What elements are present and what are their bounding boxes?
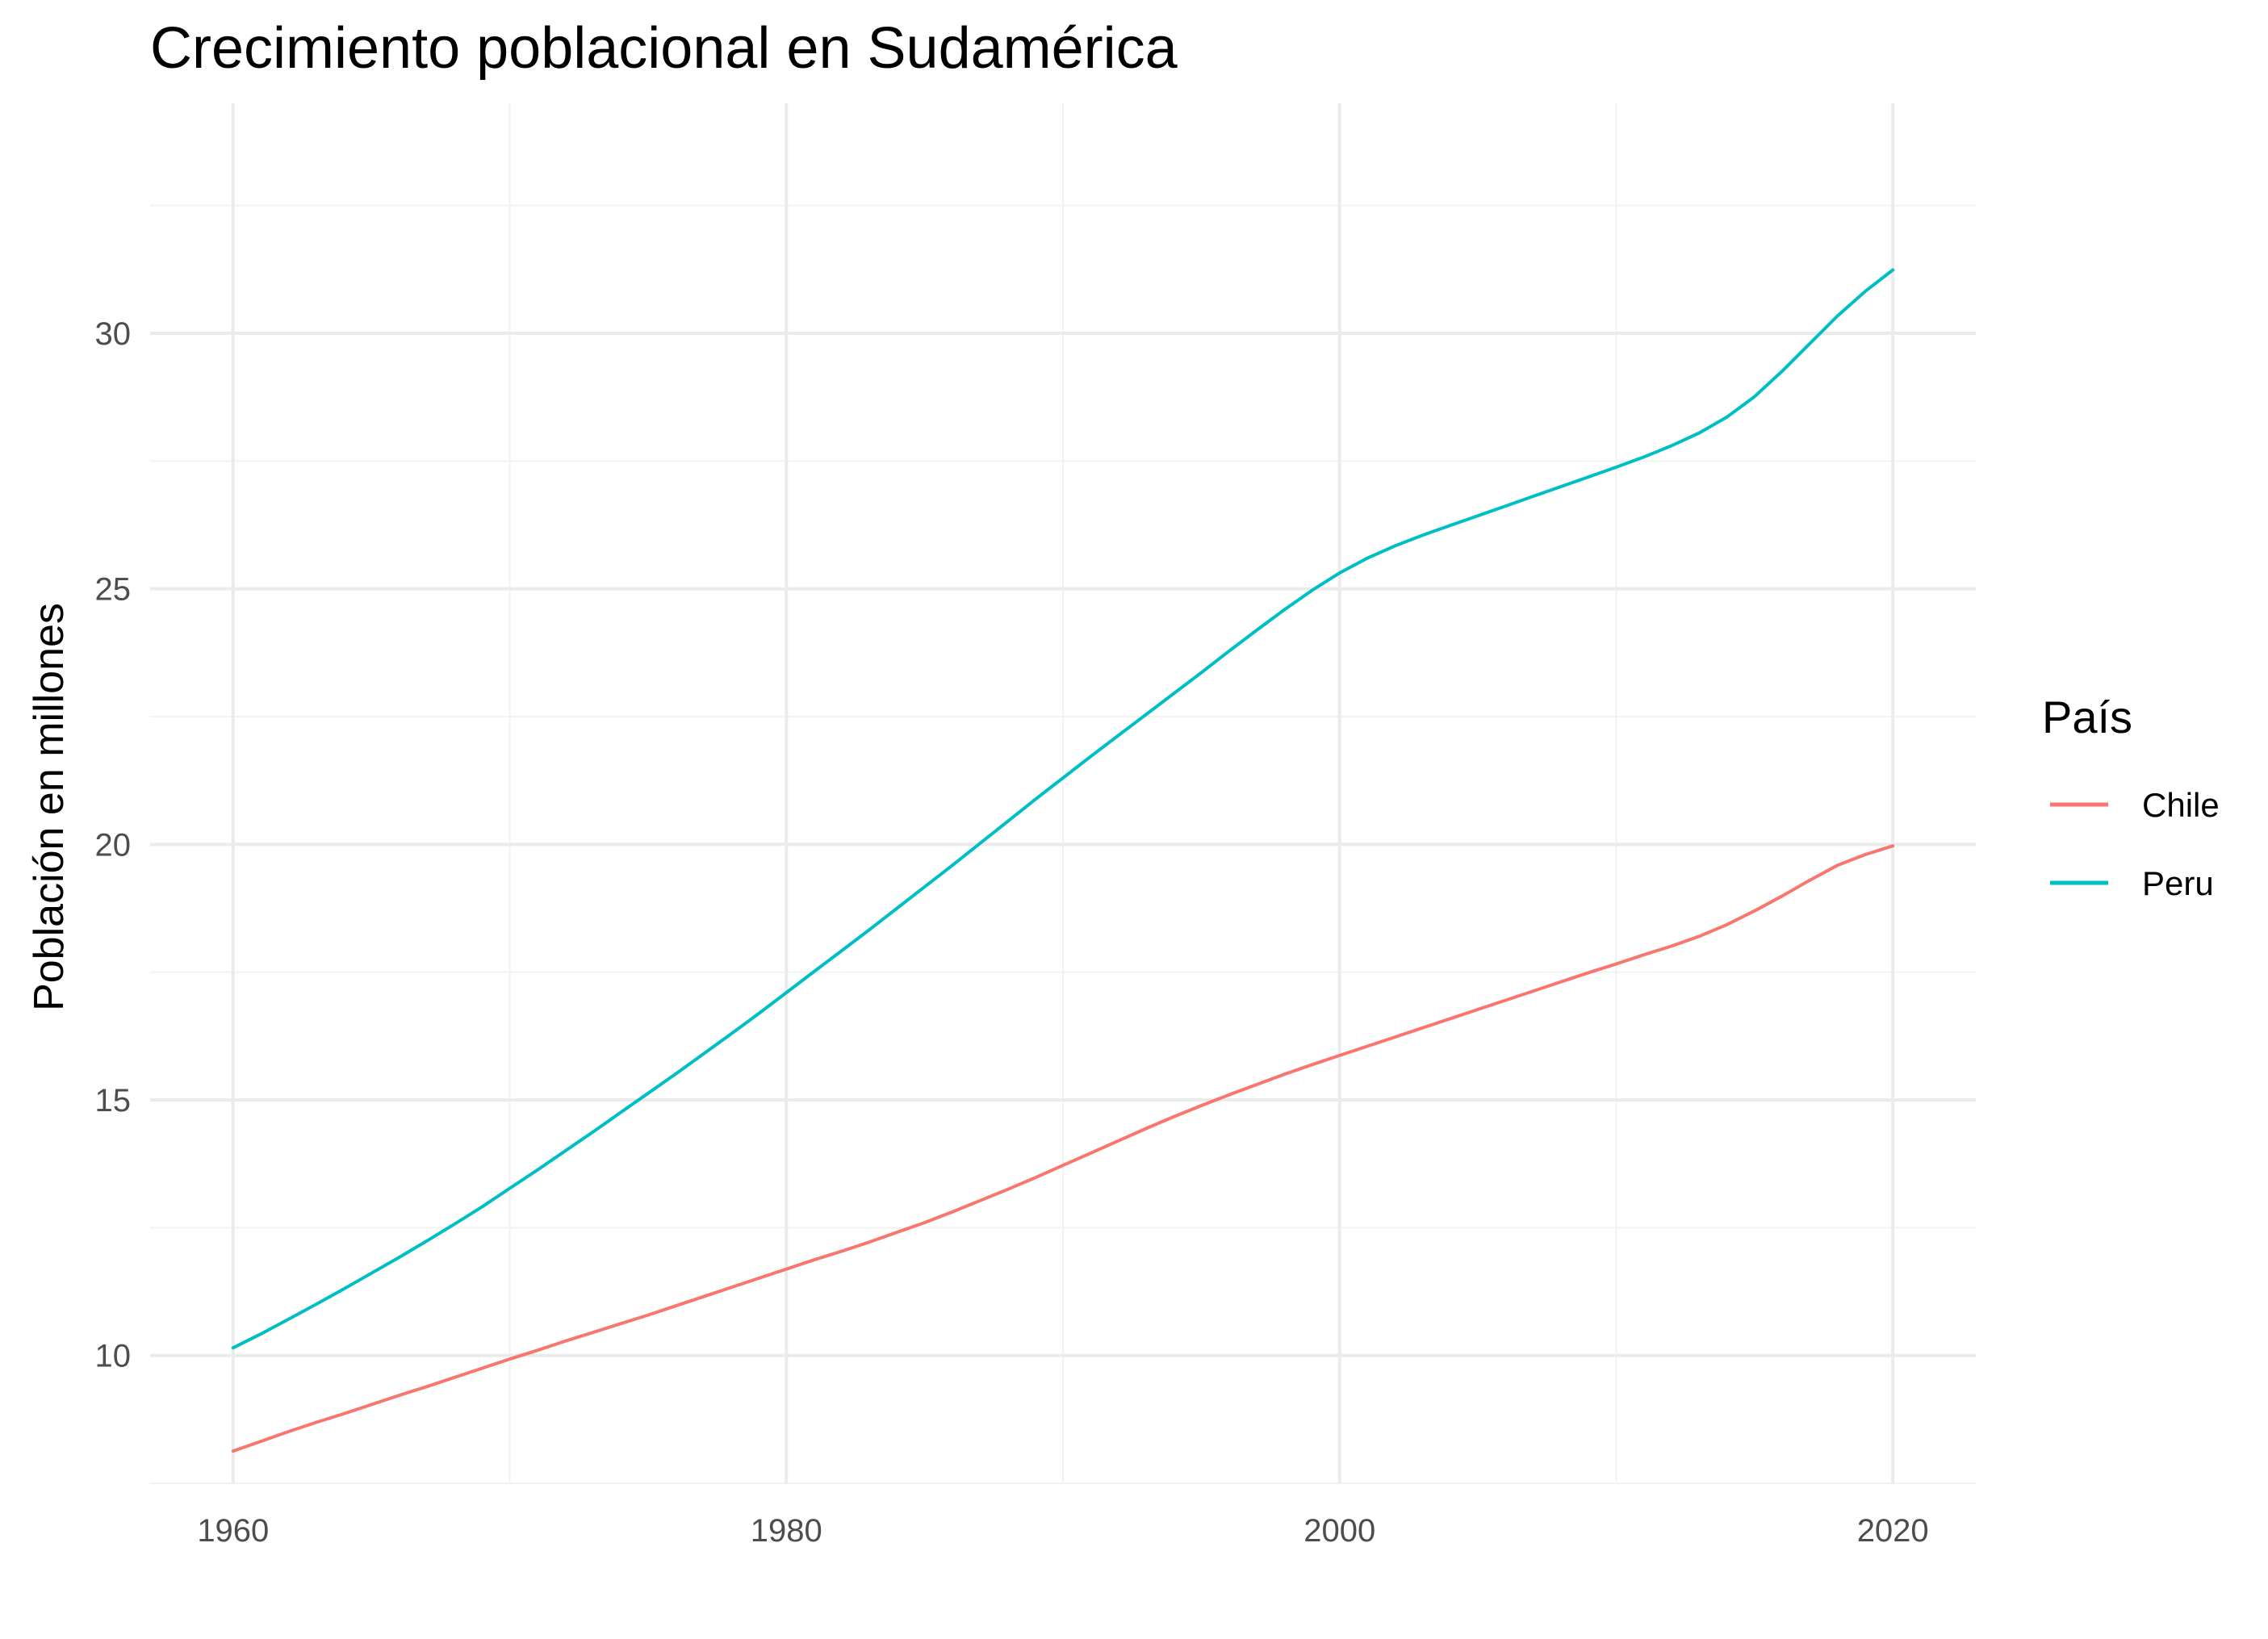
series-line-chile: [231, 844, 1895, 1453]
legend: País Chile Peru: [2042, 692, 2220, 902]
y-tick-label: 30: [95, 316, 132, 352]
y-tick-label: 15: [95, 1083, 132, 1118]
legend-title: País: [2042, 692, 2132, 742]
x-tick-label: 1960: [197, 1513, 269, 1549]
grid: [150, 103, 1976, 1484]
x-tick-label: 2000: [1303, 1513, 1375, 1549]
chart-title: Crecimiento poblacional en Sudamérica: [150, 16, 1178, 81]
legend-label-chile: Chile: [2142, 786, 2220, 824]
x-axis-ticks: 1960 1980 2000 2020: [197, 1513, 1928, 1549]
x-tick-label: 2020: [1857, 1513, 1929, 1549]
series-lines: [231, 268, 1895, 1453]
x-tick-label: 1980: [751, 1513, 822, 1549]
series-line-peru: [231, 268, 1895, 1350]
y-tick-label: 25: [95, 572, 132, 608]
legend-label-peru: Peru: [2142, 864, 2214, 902]
y-tick-label: 20: [95, 827, 132, 863]
y-axis-label: Población en millones: [26, 603, 73, 1011]
y-tick-label: 10: [95, 1339, 132, 1374]
y-axis-ticks: 10 15 20 25 30: [95, 316, 132, 1374]
legend-items: Chile Peru: [2050, 786, 2220, 902]
